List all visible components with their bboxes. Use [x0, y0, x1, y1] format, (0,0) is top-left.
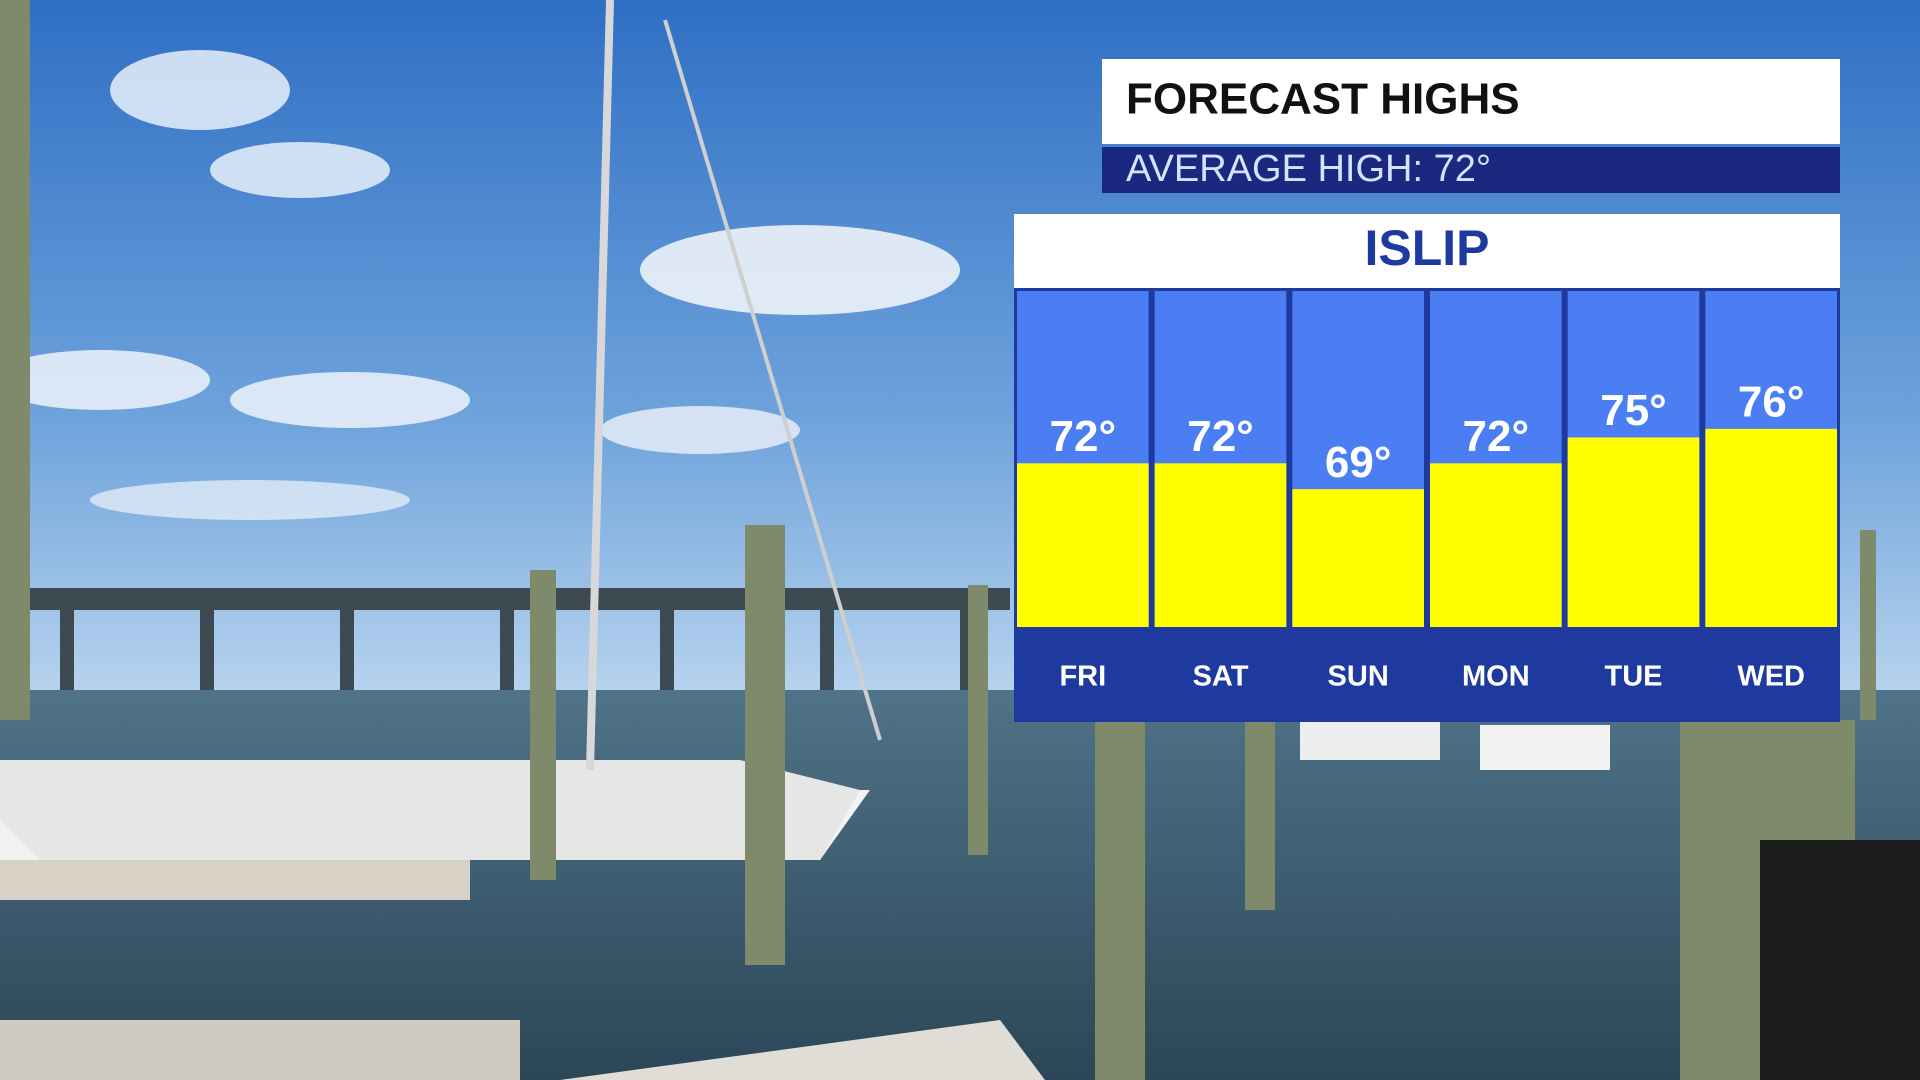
bar — [1567, 437, 1700, 627]
day-band — [1430, 627, 1562, 718]
x-tick-label: FRI — [1059, 661, 1106, 693]
chart-panel — [1014, 288, 1840, 722]
day-band — [1017, 627, 1149, 718]
x-tick-label: SAT — [1193, 661, 1249, 693]
value-label: 75° — [1600, 386, 1667, 435]
bar — [1705, 428, 1837, 627]
value-label: 72° — [1463, 412, 1530, 461]
value-label: 72° — [1187, 412, 1254, 461]
subtitle-bar — [1102, 147, 1840, 193]
x-tick-label: MON — [1462, 661, 1530, 693]
chart-title: FORECAST HIGHS — [1126, 75, 1520, 124]
x-tick-label: SUN — [1328, 661, 1389, 693]
x-tick-label: TUE — [1605, 661, 1663, 693]
value-label: 72° — [1050, 412, 1117, 461]
location-box — [1014, 214, 1840, 288]
day-band — [1705, 627, 1837, 718]
day-band — [1567, 627, 1700, 718]
location: ISLIP — [1364, 220, 1489, 276]
bar — [1017, 463, 1149, 627]
title-box — [1102, 59, 1840, 144]
value-label: 76° — [1738, 377, 1805, 426]
day-band — [1154, 627, 1287, 718]
value-label: 69° — [1325, 438, 1392, 487]
day-band — [1292, 627, 1424, 718]
x-tick-label: WED — [1737, 661, 1805, 693]
bar — [1292, 489, 1424, 627]
chart-subtitle: AVERAGE HIGH: 72° — [1126, 148, 1491, 190]
bar — [1154, 463, 1287, 627]
bar — [1430, 463, 1562, 627]
